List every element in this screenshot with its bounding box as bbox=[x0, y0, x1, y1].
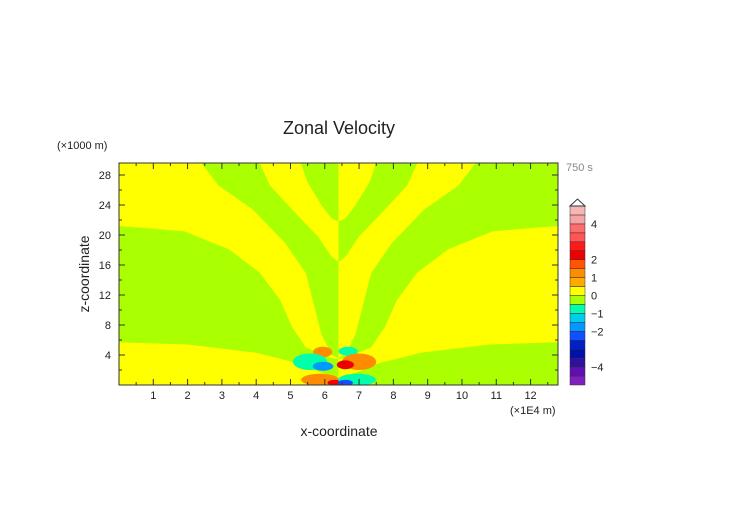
negative-region bbox=[119, 226, 339, 378]
colorbar-band bbox=[569, 331, 586, 341]
x-tick-label: 2 bbox=[185, 390, 191, 402]
colorbar: 4 2 1 0 −1 −2 −4 bbox=[568, 198, 604, 386]
y-axis-label: z-coordinate bbox=[76, 235, 92, 312]
colorbar-extend-triangle bbox=[568, 198, 587, 207]
colorbar-band bbox=[569, 223, 586, 234]
colorbar-band bbox=[569, 205, 586, 216]
negative-region bbox=[201, 163, 339, 358]
x-units-label: (×1E4 m) bbox=[510, 405, 556, 417]
y-tick-label: 4 bbox=[105, 350, 111, 362]
y-units-label: (×1000 m) bbox=[57, 140, 107, 152]
x-tick-label: 10 bbox=[456, 390, 468, 402]
x-tick-label: 8 bbox=[390, 390, 396, 402]
colorbar-label: −1 bbox=[591, 308, 604, 320]
colorbar-band bbox=[569, 241, 586, 252]
colorbar-band bbox=[569, 295, 586, 305]
y-tick-label: 12 bbox=[99, 290, 111, 302]
colorbar-band bbox=[569, 366, 586, 377]
x-tick-label: 1 bbox=[150, 390, 156, 402]
colorbar-label: −4 bbox=[591, 362, 604, 374]
y-tick-label: 16 bbox=[99, 260, 111, 272]
x-tick-label: 7 bbox=[356, 390, 362, 402]
y-tick-label: 20 bbox=[99, 230, 111, 242]
colorbar-band bbox=[569, 322, 586, 332]
negative-region bbox=[300, 163, 339, 222]
colorbar-band bbox=[569, 304, 586, 314]
x-axis-label: x-coordinate bbox=[300, 423, 377, 439]
colorbar-band bbox=[569, 348, 586, 359]
x-tick-label: 9 bbox=[425, 390, 431, 402]
chart-title: Zonal Velocity bbox=[283, 118, 395, 138]
positive-region bbox=[338, 163, 377, 222]
colorbar-band bbox=[569, 357, 586, 368]
colorbar-band bbox=[569, 277, 586, 287]
plot-frame bbox=[118, 162, 559, 386]
colorbar-band bbox=[569, 232, 586, 243]
velocity-anomaly bbox=[312, 361, 334, 371]
positive-region bbox=[338, 226, 558, 378]
colorbar-band bbox=[569, 313, 586, 323]
x-tick-labels: 1 2 3 4 5 6 7 8 9 10 11 12 bbox=[150, 390, 536, 402]
y-tick-label: 28 bbox=[99, 170, 111, 182]
colorbar-label: 0 bbox=[591, 291, 597, 303]
colorbar-band bbox=[569, 340, 586, 350]
velocity-anomaly bbox=[336, 360, 354, 370]
axis-ticks bbox=[119, 163, 558, 385]
y-tick-labels: 4 8 12 16 20 24 28 bbox=[99, 170, 111, 362]
colorbar-band bbox=[569, 268, 586, 278]
colorbar-label: 1 bbox=[591, 273, 597, 285]
colorbar-label: −2 bbox=[591, 326, 604, 338]
x-tick-label: 6 bbox=[322, 390, 328, 402]
contour-field bbox=[119, 163, 558, 385]
x-tick-label: 4 bbox=[253, 390, 259, 402]
x-tick-label: 5 bbox=[287, 390, 293, 402]
colorbar-band bbox=[569, 250, 586, 260]
velocity-anomaly bbox=[338, 346, 358, 356]
colorbar-label: 2 bbox=[591, 255, 597, 267]
x-tick-label: 11 bbox=[491, 390, 502, 402]
colorbar-band bbox=[569, 259, 586, 269]
x-tick-label: 12 bbox=[524, 390, 536, 402]
positive-region bbox=[338, 163, 476, 358]
x-tick-label: 3 bbox=[219, 390, 225, 402]
colorbar-band bbox=[569, 214, 586, 225]
colorbar-label: 4 bbox=[591, 219, 597, 231]
time-label: 750 s bbox=[566, 162, 593, 174]
colorbar-band bbox=[569, 286, 586, 296]
colorbar-band bbox=[569, 375, 586, 386]
y-tick-label: 8 bbox=[105, 320, 111, 332]
y-tick-label: 24 bbox=[99, 200, 111, 212]
